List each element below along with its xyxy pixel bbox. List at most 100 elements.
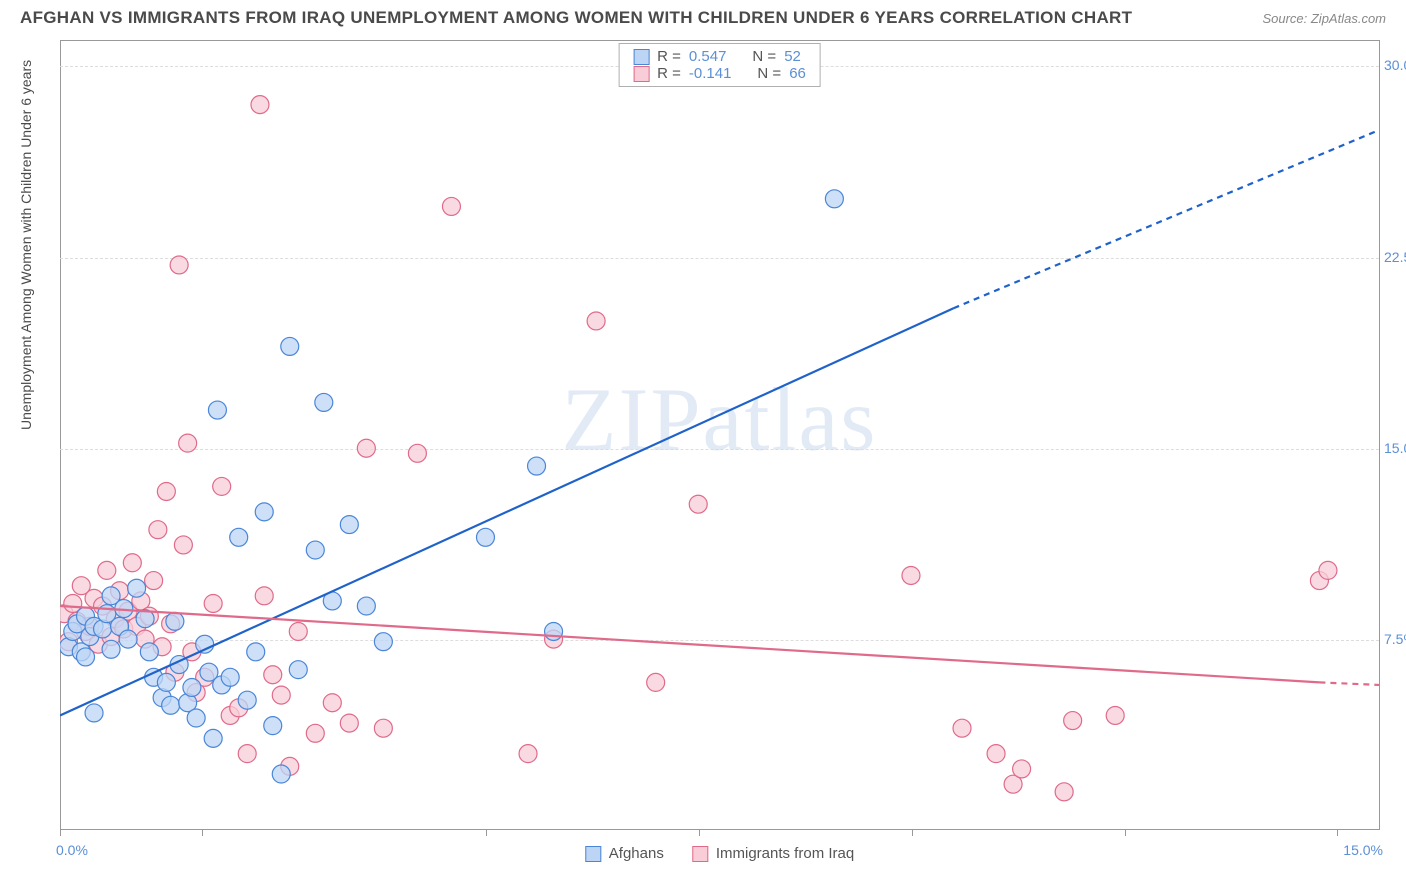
data-point <box>119 630 137 648</box>
data-point <box>374 719 392 737</box>
data-point <box>251 96 269 114</box>
data-point <box>157 673 175 691</box>
trendline-afghans <box>60 308 954 715</box>
data-point <box>953 719 971 737</box>
data-point <box>306 724 324 742</box>
data-point <box>374 633 392 651</box>
data-point <box>128 579 146 597</box>
data-point <box>208 401 226 419</box>
legend-correlation-box: R = 0.547 N = 52 R = -0.141 N = 66 <box>618 43 821 87</box>
data-point <box>340 714 358 732</box>
data-point <box>98 561 116 579</box>
r-label: R = <box>657 48 681 65</box>
data-point <box>306 541 324 559</box>
data-point <box>140 643 158 661</box>
data-point <box>174 536 192 554</box>
swatch-pink-icon <box>633 66 649 82</box>
x-tick <box>1337 830 1338 836</box>
y-tick-label: 15.0% <box>1384 440 1406 456</box>
legend-label: Immigrants from Iraq <box>716 845 854 862</box>
data-point <box>1013 760 1031 778</box>
data-point <box>204 729 222 747</box>
data-point <box>825 190 843 208</box>
x-tick <box>912 830 913 836</box>
trendline-iraq-extrap <box>1319 682 1379 685</box>
x-tick <box>486 830 487 836</box>
data-point <box>587 312 605 330</box>
data-point <box>230 528 248 546</box>
data-point <box>647 673 665 691</box>
trendline-afghans-extrap <box>954 130 1379 308</box>
data-point <box>157 483 175 501</box>
y-tick-label: 30.0% <box>1384 57 1406 73</box>
data-point <box>255 503 273 521</box>
data-point <box>179 434 197 452</box>
data-point <box>323 694 341 712</box>
x-tick <box>699 830 700 836</box>
data-point <box>247 643 265 661</box>
data-point <box>442 197 460 215</box>
data-point <box>1064 712 1082 730</box>
data-point <box>187 709 205 727</box>
legend-label: Afghans <box>609 845 664 862</box>
data-point <box>1319 561 1337 579</box>
legend-series-box: Afghans Immigrants from Iraq <box>585 845 854 862</box>
x-tick <box>1125 830 1126 836</box>
legend-item-iraq: Immigrants from Iraq <box>692 845 854 862</box>
swatch-blue-icon <box>633 49 649 65</box>
chart-source: Source: ZipAtlas.com <box>1262 11 1386 26</box>
r-value: 0.547 <box>689 48 727 65</box>
x-tick <box>60 830 61 836</box>
swatch-blue-icon <box>585 846 601 862</box>
data-point <box>162 696 180 714</box>
chart-plot-area: 7.5%15.0%22.5%30.0% 0.0% 15.0% ZIPatlas … <box>60 40 1380 830</box>
data-point <box>689 495 707 513</box>
data-point <box>1106 706 1124 724</box>
data-point <box>149 521 167 539</box>
data-point <box>528 457 546 475</box>
r-label: R = <box>657 65 681 82</box>
data-point <box>170 256 188 274</box>
data-point <box>77 648 95 666</box>
data-point <box>1055 783 1073 801</box>
y-axis-label: Unemployment Among Women with Children U… <box>18 60 34 430</box>
data-point <box>476 528 494 546</box>
n-label: N = <box>757 65 781 82</box>
trendline-iraq <box>60 606 1319 682</box>
legend-row-iraq: R = -0.141 N = 66 <box>633 65 806 82</box>
data-point <box>289 622 307 640</box>
n-value: 52 <box>784 48 801 65</box>
data-point <box>102 640 120 658</box>
data-point <box>545 622 563 640</box>
data-point <box>289 661 307 679</box>
data-point <box>166 612 184 630</box>
data-point <box>408 444 426 462</box>
swatch-pink-icon <box>692 846 708 862</box>
data-point <box>357 439 375 457</box>
legend-row-afghans: R = 0.547 N = 52 <box>633 48 806 65</box>
data-point <box>340 516 358 534</box>
n-value: 66 <box>789 65 806 82</box>
data-point <box>255 587 273 605</box>
data-point <box>238 691 256 709</box>
data-point <box>987 745 1005 763</box>
data-point <box>204 594 222 612</box>
n-label: N = <box>752 48 776 65</box>
x-axis-min-label: 0.0% <box>56 842 88 858</box>
data-point <box>272 686 290 704</box>
r-value: -0.141 <box>689 65 732 82</box>
legend-item-afghans: Afghans <box>585 845 664 862</box>
chart-title: AFGHAN VS IMMIGRANTS FROM IRAQ UNEMPLOYM… <box>20 8 1132 28</box>
data-point <box>85 704 103 722</box>
data-point <box>183 678 201 696</box>
data-point <box>213 477 231 495</box>
y-tick-label: 7.5% <box>1384 631 1406 647</box>
scatter-svg <box>60 41 1379 830</box>
y-tick-label: 22.5% <box>1384 249 1406 265</box>
data-point <box>145 572 163 590</box>
data-point <box>519 745 537 763</box>
x-tick <box>202 830 203 836</box>
chart-header: AFGHAN VS IMMIGRANTS FROM IRAQ UNEMPLOYM… <box>0 0 1406 32</box>
data-point <box>281 337 299 355</box>
data-point <box>315 393 333 411</box>
